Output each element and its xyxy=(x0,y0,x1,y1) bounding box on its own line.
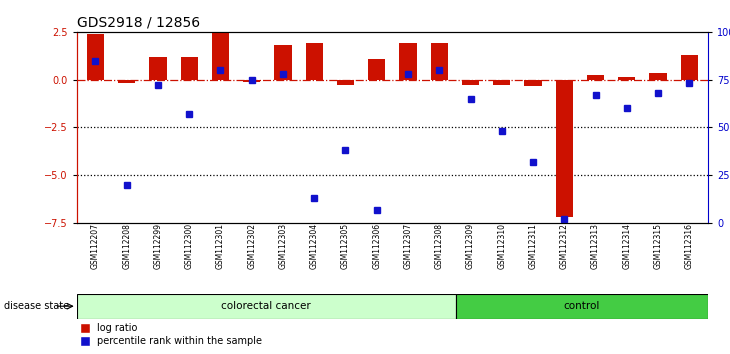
Bar xyxy=(587,75,604,80)
Bar xyxy=(180,57,198,80)
Bar xyxy=(368,59,385,80)
Text: GSM112313: GSM112313 xyxy=(591,223,600,269)
Text: GSM112316: GSM112316 xyxy=(685,223,694,269)
Bar xyxy=(77,294,456,319)
Text: GSM112299: GSM112299 xyxy=(153,223,163,269)
Text: control: control xyxy=(564,301,600,311)
Text: GSM112311: GSM112311 xyxy=(529,223,537,269)
Legend: log ratio, percentile rank within the sample: log ratio, percentile rank within the sa… xyxy=(82,324,262,346)
Text: GSM112310: GSM112310 xyxy=(497,223,507,269)
Text: GSM112305: GSM112305 xyxy=(341,223,350,269)
Text: GSM112314: GSM112314 xyxy=(622,223,631,269)
Bar xyxy=(243,80,261,81)
Text: GSM112300: GSM112300 xyxy=(185,223,193,269)
Text: GSM112315: GSM112315 xyxy=(653,223,663,269)
Bar xyxy=(431,43,448,80)
Text: GSM112309: GSM112309 xyxy=(466,223,475,269)
Text: GSM112306: GSM112306 xyxy=(372,223,381,269)
Bar xyxy=(274,45,291,80)
Text: GSM112208: GSM112208 xyxy=(122,223,131,269)
Bar xyxy=(650,73,666,80)
Text: GDS2918 / 12856: GDS2918 / 12856 xyxy=(77,15,200,29)
Bar xyxy=(493,80,510,85)
Text: disease state: disease state xyxy=(4,301,69,311)
Text: GSM112312: GSM112312 xyxy=(560,223,569,269)
Bar xyxy=(524,80,542,86)
Bar xyxy=(337,80,354,85)
Text: GSM112207: GSM112207 xyxy=(91,223,100,269)
Bar xyxy=(462,80,479,85)
Text: GSM112304: GSM112304 xyxy=(310,223,319,269)
Bar xyxy=(306,43,323,80)
Text: GSM112303: GSM112303 xyxy=(278,223,288,269)
Bar xyxy=(399,43,417,80)
Bar xyxy=(456,294,708,319)
Bar xyxy=(681,55,698,80)
Text: GSM112307: GSM112307 xyxy=(404,223,412,269)
Text: colorectal cancer: colorectal cancer xyxy=(221,301,311,311)
Text: GSM112302: GSM112302 xyxy=(247,223,256,269)
Text: GSM112308: GSM112308 xyxy=(435,223,444,269)
Text: GSM112301: GSM112301 xyxy=(216,223,225,269)
Bar xyxy=(87,34,104,80)
Bar xyxy=(118,80,135,84)
Bar xyxy=(618,77,635,80)
Bar xyxy=(212,32,229,80)
Bar xyxy=(150,57,166,80)
Bar xyxy=(556,80,573,217)
